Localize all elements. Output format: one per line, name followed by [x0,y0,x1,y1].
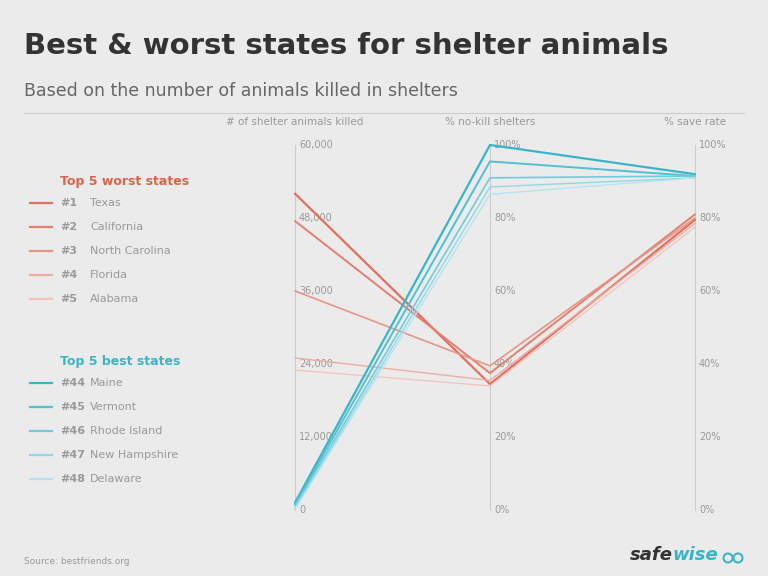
Text: 36,000: 36,000 [299,286,333,296]
Text: 48,000: 48,000 [299,213,333,223]
Text: #4: #4 [60,270,78,280]
Text: #45: #45 [60,402,85,412]
Text: #46: #46 [60,426,85,436]
Text: Texas: Texas [90,198,121,208]
Text: 60%: 60% [699,286,720,296]
Text: 100%: 100% [699,140,727,150]
Text: Rhode Island: Rhode Island [90,426,162,436]
Text: Top 5 best states: Top 5 best states [60,355,180,368]
Text: California: California [90,222,143,232]
Text: 40%: 40% [699,359,720,369]
Text: Florida: Florida [90,270,128,280]
Text: 20%: 20% [699,432,720,442]
Text: 24,000: 24,000 [299,359,333,369]
Text: 40%: 40% [494,359,515,369]
Text: 0%: 0% [494,505,509,515]
Text: 60,000: 60,000 [299,140,333,150]
Text: # of shelter animals killed: # of shelter animals killed [227,117,364,127]
Text: Maine: Maine [90,378,124,388]
Text: #1: #1 [60,198,77,208]
Text: 100%: 100% [494,140,521,150]
Text: 20%: 20% [494,432,515,442]
Text: 60%: 60% [494,286,515,296]
Text: wise: wise [672,546,718,564]
Text: 12,000: 12,000 [299,432,333,442]
Text: Alabama: Alabama [90,294,139,304]
Text: % save rate: % save rate [664,117,726,127]
Text: 80%: 80% [494,213,515,223]
Text: Vermont: Vermont [90,402,137,412]
Text: safe: safe [630,546,673,564]
Text: #48: #48 [60,474,85,484]
Text: Top 5 worst states: Top 5 worst states [60,175,189,188]
Text: % no-kill shelters: % no-kill shelters [445,117,535,127]
Text: New Hampshire: New Hampshire [90,450,178,460]
Text: Delaware: Delaware [90,474,143,484]
Text: 0%: 0% [699,505,714,515]
Text: #44: #44 [60,378,85,388]
Text: #5: #5 [60,294,77,304]
Text: Source: bestfriends.org: Source: bestfriends.org [24,557,130,566]
Text: #47: #47 [60,450,85,460]
Text: Best & worst states for shelter animals: Best & worst states for shelter animals [24,32,668,60]
Text: North Carolina: North Carolina [90,246,170,256]
Text: 80%: 80% [699,213,720,223]
Text: 0: 0 [299,505,305,515]
Text: Based on the number of animals killed in shelters: Based on the number of animals killed in… [24,82,458,100]
Text: #2: #2 [60,222,77,232]
Text: #3: #3 [60,246,77,256]
